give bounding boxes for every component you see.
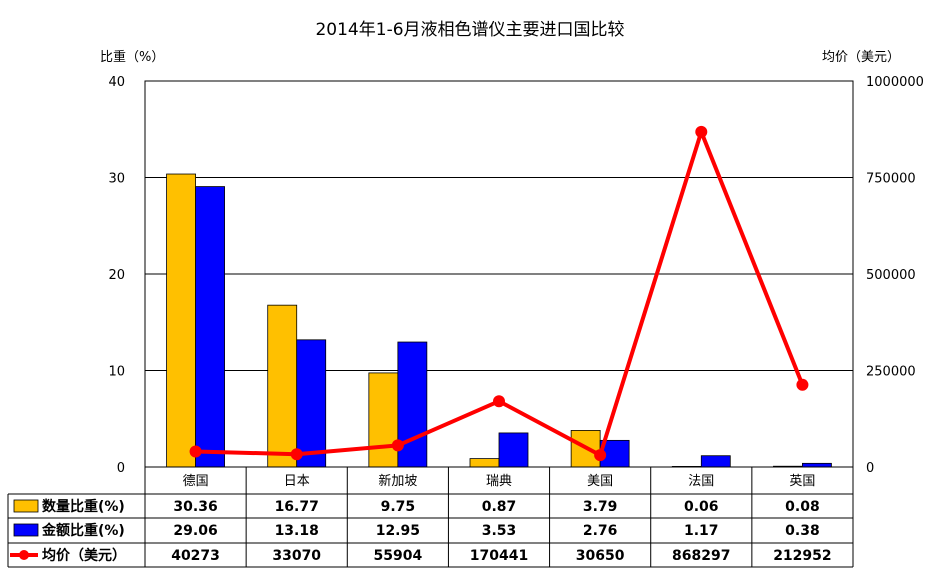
bar-amount	[195, 186, 225, 468]
bar-amount	[498, 432, 529, 468]
price-line	[189, 125, 809, 462]
plot-border	[144, 80, 854, 468]
y-left-tick-label: 0	[117, 461, 125, 476]
price-point	[796, 378, 809, 391]
y-right-tick-label: 250000	[866, 365, 916, 380]
y-axis-right-label: 均价（美元）	[822, 50, 900, 65]
y-left-tick-label: 20	[108, 268, 125, 283]
gridlines	[145, 80, 853, 371]
table-cell: 0.38	[785, 523, 820, 539]
legend-swatch-quantity	[13, 499, 39, 513]
legend-label: 均价（美元）	[42, 547, 126, 564]
x-tick-label: 美国	[587, 474, 613, 489]
chart-title: 2014年1-6月液相色谱仪主要进口国比较	[315, 20, 624, 40]
table-cell: 30650	[576, 548, 625, 564]
y-right-tick-label: 0	[866, 461, 874, 476]
table-cell: 16.77	[275, 499, 319, 515]
table-cell: 9.75	[381, 499, 416, 515]
table-cell: 0.06	[684, 499, 719, 515]
table-cell: 29.06	[173, 523, 217, 539]
bar-quantity	[368, 372, 399, 468]
y-left-tick-label: 30	[108, 172, 125, 187]
legend-label: 金额比重(%)	[41, 522, 125, 539]
y-right-tick-label: 500000	[866, 268, 916, 283]
table-cell: 0.87	[482, 499, 517, 515]
legend-swatch-price-marker	[19, 550, 29, 560]
bar-quantity	[469, 458, 500, 468]
table-cell: 12.95	[376, 523, 420, 539]
table-cell: 868297	[672, 548, 730, 564]
x-tick-label: 德国	[183, 474, 209, 489]
table-cell: 0.08	[785, 499, 820, 515]
price-point	[189, 445, 202, 458]
table-cell: 170441	[470, 548, 528, 564]
x-tick-label: 英国	[789, 474, 815, 489]
bar-amount	[802, 462, 832, 468]
table-cell: 3.53	[482, 523, 517, 539]
y-right-tick-label: 1000000	[866, 75, 924, 90]
price-point	[290, 448, 303, 461]
legend-label: 数量比重(%)	[42, 498, 125, 515]
y-left-tick-label: 10	[108, 365, 125, 380]
legend-swatch-amount	[13, 523, 39, 537]
table-cell: 13.18	[275, 523, 319, 539]
x-tick-label: 瑞典	[486, 474, 512, 489]
y-right-tick-label: 750000	[866, 172, 916, 187]
x-tick-label: 法国	[688, 474, 714, 489]
table-cell: 40273	[171, 548, 220, 564]
table-cell: 2.76	[583, 523, 618, 539]
price-point	[594, 449, 607, 462]
y-axis-left-label: 比重（%）	[100, 49, 164, 65]
bar-amount	[700, 455, 731, 468]
y-left-tick-label: 40	[108, 75, 125, 90]
bar-quantity	[267, 304, 298, 468]
x-tick-label: 日本	[284, 474, 310, 489]
price-point	[391, 439, 404, 452]
bar-quantity	[166, 173, 196, 468]
price-point	[493, 395, 505, 408]
x-tick-label: 新加坡	[378, 473, 417, 489]
axes: 0 10 20 30 40 0 250000 500000 750000 1000000	[108, 75, 923, 476]
table-cell: 212952	[773, 548, 831, 564]
bar-amount	[296, 339, 327, 468]
table-cell: 1.17	[684, 523, 719, 539]
table-cell: 33070	[272, 548, 321, 564]
price-point	[695, 125, 708, 138]
table-cell: 55904	[373, 548, 422, 564]
table-cell: 3.79	[583, 499, 618, 515]
table-cell: 30.36	[173, 499, 217, 515]
bars	[166, 173, 832, 468]
